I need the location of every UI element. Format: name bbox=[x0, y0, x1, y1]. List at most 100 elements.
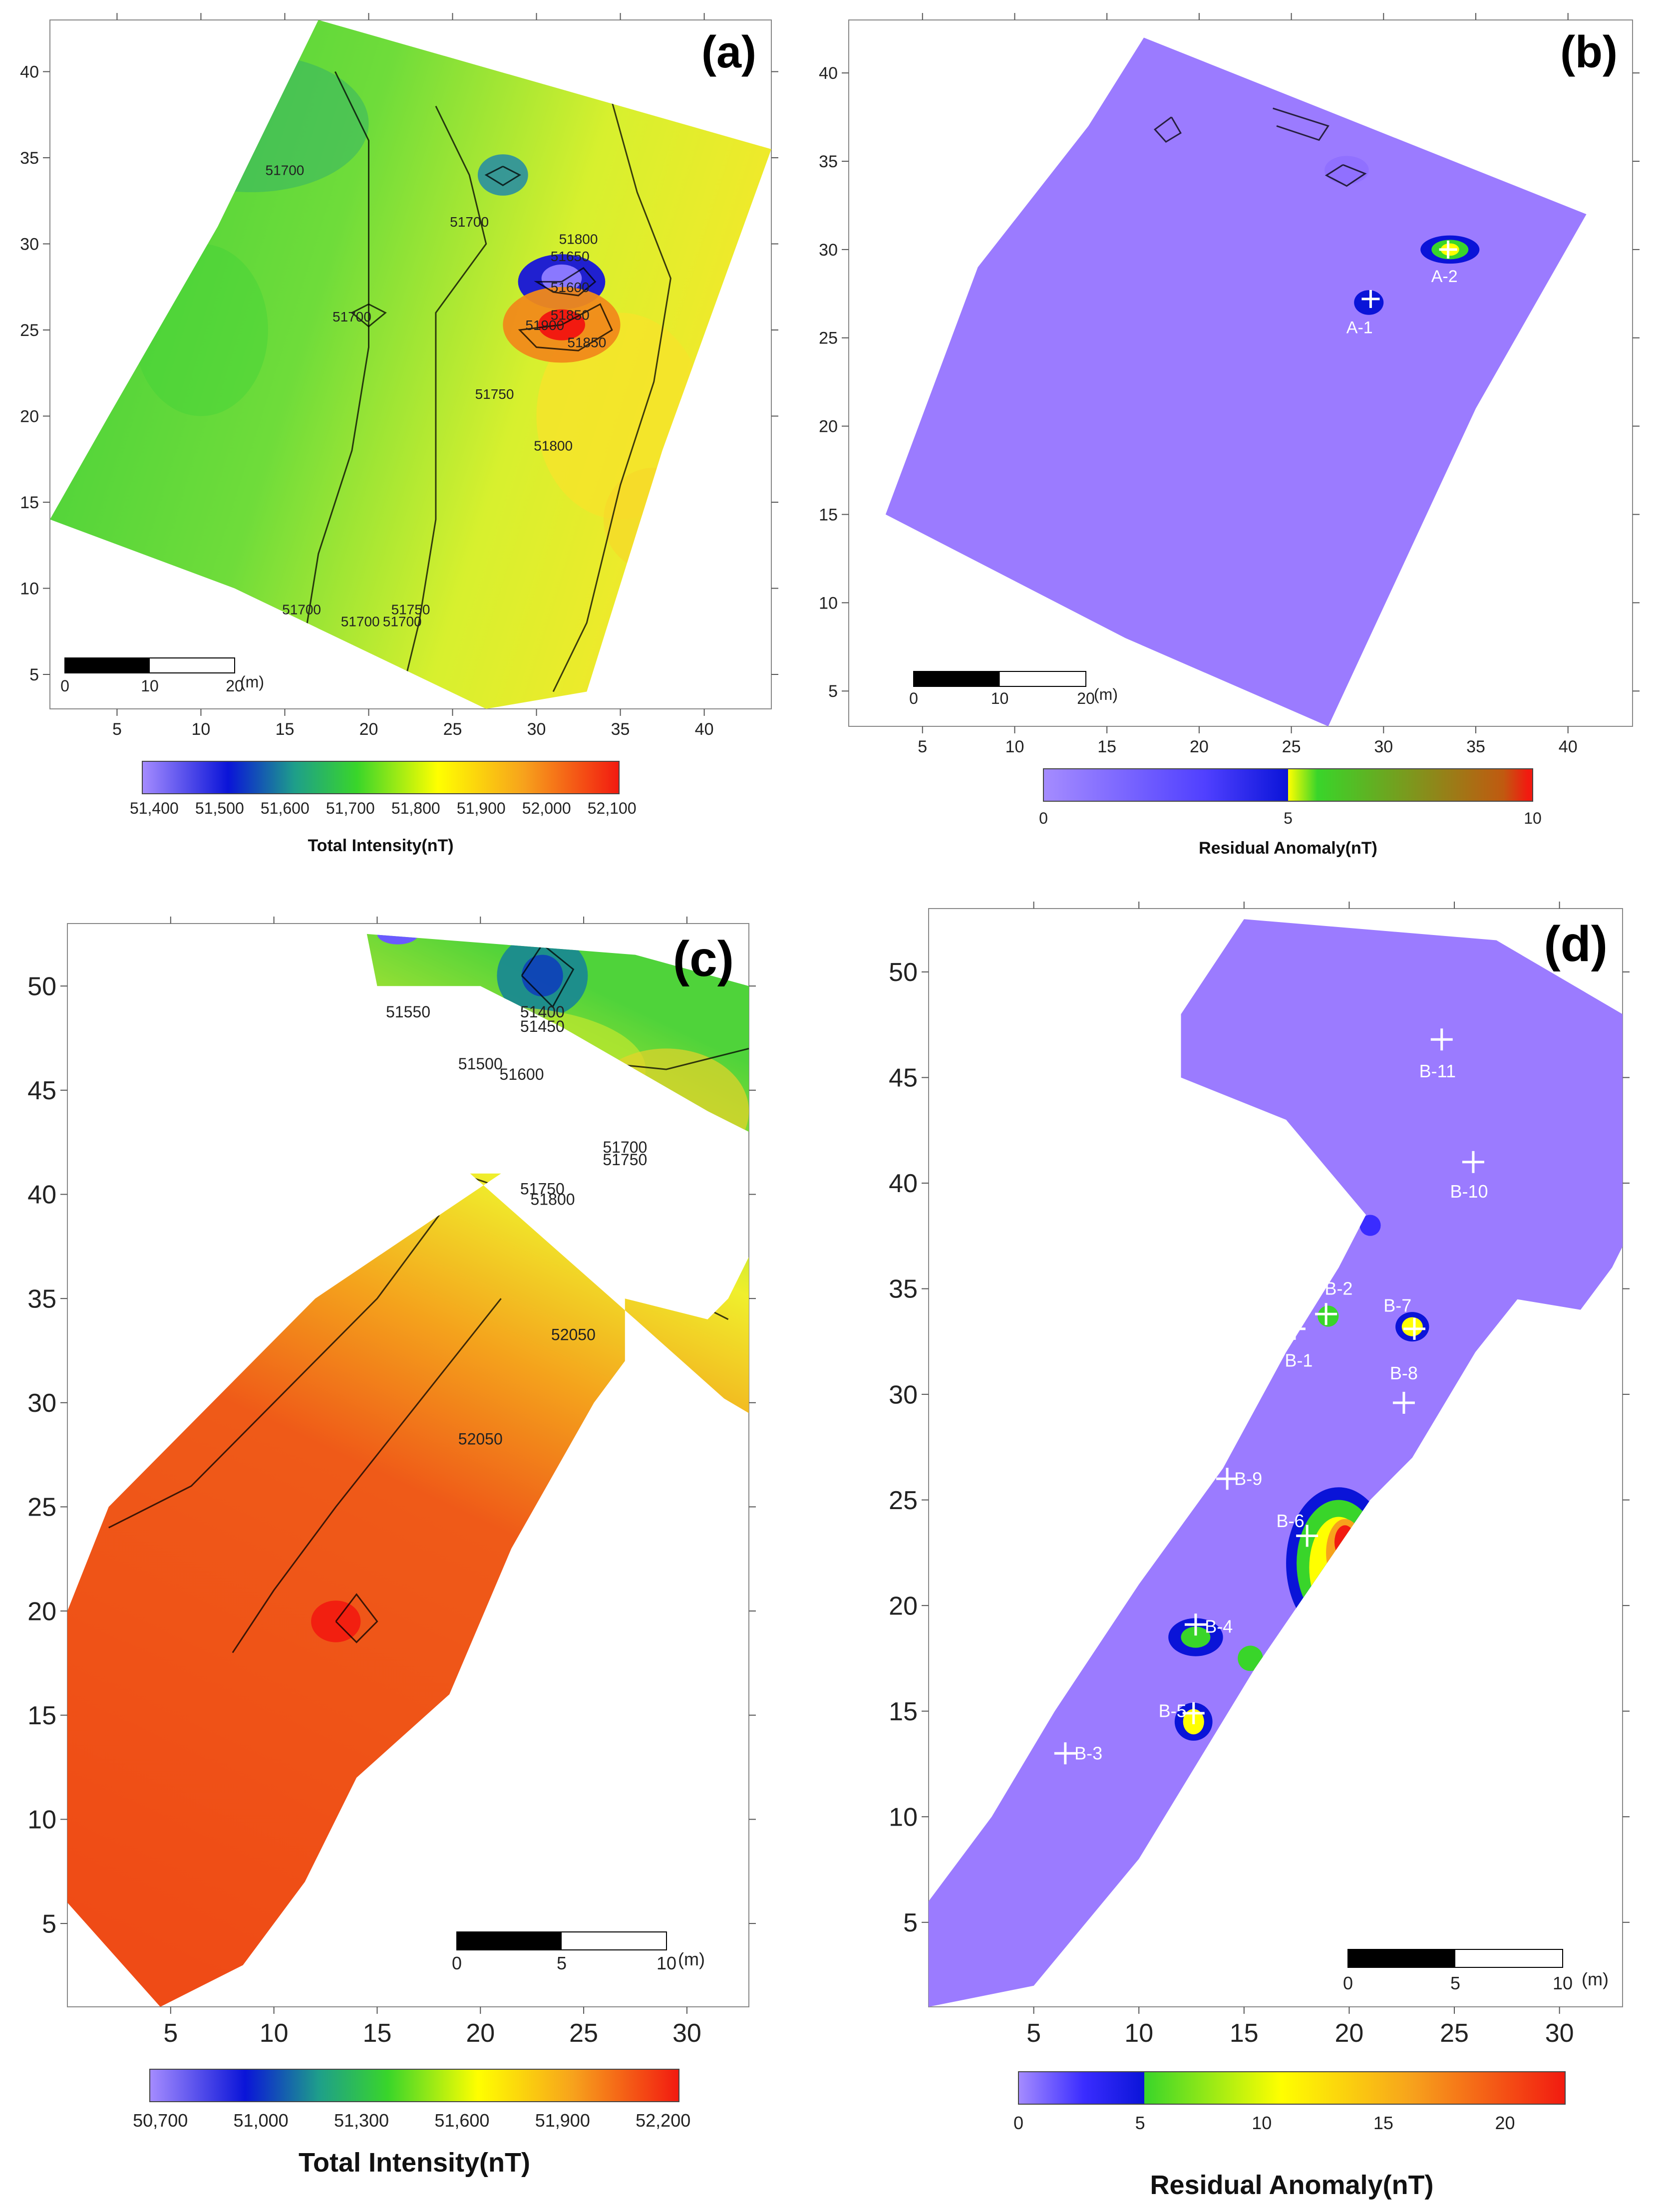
y-tick-label: 10 bbox=[20, 579, 39, 598]
contour-label: 52050 bbox=[458, 1430, 503, 1448]
contour-label: 51700 bbox=[603, 1138, 647, 1156]
y-tick-label: 10 bbox=[889, 1803, 918, 1832]
colorbar-tick-label: 51,900 bbox=[535, 2110, 590, 2131]
colorbar-tick-label: 51,300 bbox=[334, 2110, 389, 2131]
colorbar-title: Residual Anomaly(nT) bbox=[1150, 2170, 1433, 2200]
panel-c: 51550 51400514505150051600517005175051750… bbox=[27, 917, 756, 2178]
scale-bar-black bbox=[65, 658, 150, 673]
contour-label: 51700 bbox=[332, 309, 371, 324]
x-tick-label: 10 bbox=[192, 720, 211, 739]
colorbar-tick-label: 51,500 bbox=[195, 799, 244, 817]
colorbar-tick-label: 51,600 bbox=[434, 2110, 489, 2131]
survey-field bbox=[50, 20, 771, 709]
colorbar-tick-label: 51,700 bbox=[326, 799, 375, 817]
contour-label: 51750 bbox=[391, 602, 430, 617]
y-tick-label: 30 bbox=[889, 1380, 918, 1409]
panel-label: (b) bbox=[1560, 27, 1618, 77]
scale-bar-label: 10 bbox=[1553, 1973, 1573, 1993]
x-tick-label: 15 bbox=[363, 2019, 392, 2048]
x-tick-label: 30 bbox=[1545, 2019, 1574, 2048]
colorbar bbox=[1018, 2071, 1566, 2105]
contour-label: 51700 bbox=[450, 214, 489, 230]
panel-label: (c) bbox=[673, 931, 734, 987]
scale-bar-unit: (m) bbox=[1094, 685, 1118, 703]
x-tick-label: 30 bbox=[672, 2019, 701, 2048]
y-tick-label: 40 bbox=[819, 64, 838, 83]
anomaly-blob bbox=[477, 154, 528, 196]
contour-label: 51700 bbox=[383, 614, 422, 629]
colorbar-title: Total Intensity(nT) bbox=[299, 2148, 530, 2178]
panel-b: A-1 A-2 5 10 15 20 25 30 35 40 40 35 30 25 20 15 10 5 (b) 0… bbox=[819, 13, 1640, 858]
y-tick-label: 5 bbox=[42, 1909, 56, 1938]
x-tick-label: 30 bbox=[527, 720, 546, 739]
y-tick-label: 35 bbox=[20, 149, 39, 168]
contour-label: 51850 bbox=[551, 307, 590, 322]
contour-label: 51900 bbox=[525, 317, 564, 333]
colorbar bbox=[142, 761, 620, 794]
y-tick-label: 30 bbox=[27, 1389, 56, 1418]
contour-label: 51800 bbox=[534, 438, 573, 454]
y-tick-label: 10 bbox=[27, 1806, 56, 1835]
marker-label: B-3 bbox=[1074, 1743, 1102, 1763]
contour-label: 51500 bbox=[458, 1055, 503, 1073]
colorbar-tick-label: 52,000 bbox=[522, 799, 571, 817]
colorbar-tick-label: 52,200 bbox=[636, 2110, 690, 2131]
marker-label: B-8 bbox=[1390, 1363, 1418, 1383]
anomaly-blob bbox=[1354, 290, 1384, 315]
x-tick-label: 25 bbox=[1440, 2019, 1469, 2048]
y-tick-label: 5 bbox=[29, 665, 39, 684]
x-tick-label: 30 bbox=[1374, 737, 1393, 756]
y-tick-label: 5 bbox=[903, 1908, 918, 1937]
scale-bar-black bbox=[914, 671, 1000, 686]
scale-bar-label: 0 bbox=[1343, 1973, 1353, 1993]
contour-label: 51750 bbox=[475, 386, 514, 402]
y-tick-label: 15 bbox=[889, 1697, 918, 1726]
y-tick-label: 50 bbox=[889, 958, 918, 987]
scale-bar-black bbox=[1348, 1949, 1455, 1967]
colorbar-tick-label: 50,700 bbox=[133, 2110, 188, 2131]
survey-field bbox=[67, 934, 749, 2007]
colorbar-tick-label: 51,800 bbox=[391, 799, 440, 817]
scale-bar-label: 10 bbox=[657, 1953, 676, 1973]
scale-bar-unit: (m) bbox=[678, 1949, 705, 1969]
anomaly-blob bbox=[541, 264, 582, 293]
contour-label: 51800 bbox=[559, 232, 598, 247]
y-tick-label: 20 bbox=[27, 1597, 56, 1626]
marker-label: A-1 bbox=[1346, 318, 1373, 337]
anomaly-blob bbox=[1325, 156, 1369, 184]
scale-bar-label: 5 bbox=[557, 1953, 567, 1973]
contour-label: 51700 bbox=[341, 614, 380, 629]
contour-label: 51450 bbox=[520, 1017, 565, 1035]
contour-line bbox=[1273, 107, 1329, 141]
marker-label: B-1 bbox=[1285, 1350, 1313, 1370]
anomaly-blob bbox=[1401, 1317, 1423, 1336]
marker-label: B-4 bbox=[1205, 1616, 1233, 1636]
marker-label: B-6 bbox=[1276, 1511, 1304, 1531]
y-tick-label: 25 bbox=[819, 329, 838, 348]
y-tick-label: 20 bbox=[20, 407, 39, 426]
anomaly-blob bbox=[1318, 1305, 1339, 1327]
scale-bar-label: 0 bbox=[60, 677, 69, 695]
contour-label: 51800 bbox=[531, 1190, 575, 1208]
y-tick-label: 20 bbox=[889, 1591, 918, 1620]
x-tick-label: 10 bbox=[1124, 2019, 1153, 2048]
x-tick-label: 20 bbox=[1335, 2019, 1364, 2048]
y-tick-label: 5 bbox=[828, 682, 838, 701]
x-tick-label: 5 bbox=[1026, 2019, 1041, 2048]
contour-label: 51750 bbox=[603, 1151, 647, 1169]
scale-bar-label: 0 bbox=[452, 1953, 462, 1973]
y-tick-label: 45 bbox=[889, 1064, 918, 1093]
colorbar bbox=[149, 2069, 679, 2102]
panel-label: (a) bbox=[701, 27, 756, 77]
contour-line bbox=[484, 165, 521, 186]
colorbar-title: Residual Anomaly(nT) bbox=[1199, 839, 1377, 858]
x-tick-label: 20 bbox=[359, 720, 378, 739]
anomaly-blob bbox=[1359, 1215, 1381, 1236]
contour-label: 51750 bbox=[520, 1180, 565, 1198]
x-tick-label: 25 bbox=[1282, 737, 1301, 756]
panel-label: (d) bbox=[1544, 916, 1608, 972]
marker-label: B-5 bbox=[1159, 1701, 1187, 1721]
scale-bar-unit: (m) bbox=[1582, 1969, 1609, 1989]
scale-bar-unit: (m) bbox=[240, 673, 264, 691]
x-tick-label: 40 bbox=[1559, 737, 1578, 756]
